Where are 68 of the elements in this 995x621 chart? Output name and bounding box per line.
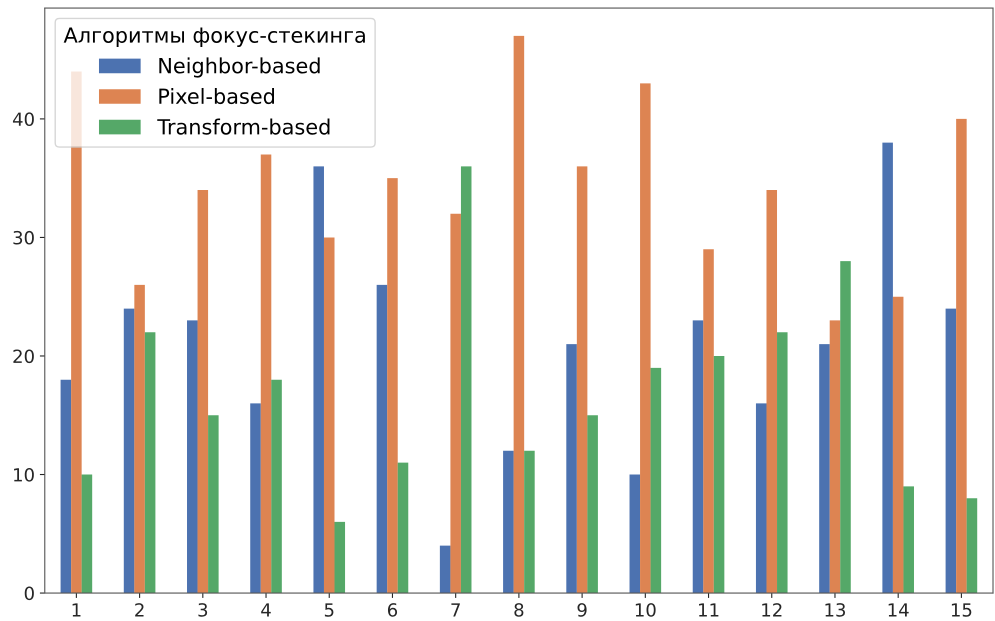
x-tick-label: 4 (261, 603, 271, 616)
bar (250, 403, 261, 594)
x-tick-label: 1 (72, 603, 80, 616)
bar (514, 36, 524, 594)
bar (587, 415, 598, 594)
bar (387, 178, 398, 594)
bar (703, 249, 714, 594)
x-tick-label: 2 (135, 603, 144, 616)
bar (260, 154, 272, 594)
x-tick-label: 15 (952, 603, 972, 617)
bar (134, 284, 145, 594)
bar (692, 320, 704, 594)
bar (60, 380, 72, 594)
bar (376, 284, 388, 594)
bar (903, 486, 914, 594)
bar (187, 320, 198, 594)
bar (777, 332, 788, 594)
bar (819, 344, 830, 594)
bar (271, 380, 282, 594)
bar (324, 237, 335, 594)
bar (630, 474, 640, 594)
y-tick-label: 40 (12, 112, 34, 126)
bar (830, 320, 840, 594)
legend-label: Pixel-based (159, 88, 274, 104)
x-tick-label: 8 (514, 603, 524, 617)
bar (756, 403, 766, 594)
x-tick-label: 9 (578, 603, 587, 617)
bar (956, 118, 967, 594)
x-tick-label: 11 (699, 603, 718, 616)
bar (334, 522, 346, 594)
bar (503, 450, 514, 594)
bar (640, 83, 651, 594)
bar (714, 356, 724, 594)
y-tick-label: 20 (13, 349, 34, 364)
bar (766, 190, 778, 594)
x-tick-label: 10 (636, 603, 656, 617)
bar (524, 450, 535, 594)
x-tick-label: 5 (324, 603, 334, 617)
x-tick-label: 3 (198, 603, 208, 617)
bar (440, 546, 450, 594)
bar (144, 332, 156, 594)
bar (82, 474, 92, 594)
bar (198, 190, 208, 594)
bar (450, 214, 461, 594)
bar (566, 344, 577, 594)
x-tick-label: 12 (762, 603, 782, 616)
bar (650, 368, 662, 594)
x-tick-label: 13 (825, 603, 846, 617)
bar (124, 308, 134, 594)
x-tick-label: 7 (451, 603, 460, 616)
bar (946, 308, 956, 594)
y-tick-label: 0 (24, 586, 34, 600)
bar (208, 415, 219, 594)
legend-title: Алгоритмы фокус-стекинга (64, 27, 365, 47)
bar (882, 142, 893, 594)
bar (460, 166, 472, 594)
legend-label: Neighbor-based (159, 57, 320, 78)
legend-label: Transform-based (157, 118, 330, 135)
bar (313, 166, 324, 594)
y-tick-label: 10 (14, 468, 34, 482)
bar (840, 261, 851, 594)
bar (966, 498, 978, 594)
x-tick-label: 14 (888, 603, 909, 616)
bar (398, 462, 408, 594)
bar (576, 166, 588, 594)
bar (892, 296, 904, 594)
y-tick-label: 30 (13, 230, 34, 245)
x-tick-label: 6 (388, 603, 398, 617)
